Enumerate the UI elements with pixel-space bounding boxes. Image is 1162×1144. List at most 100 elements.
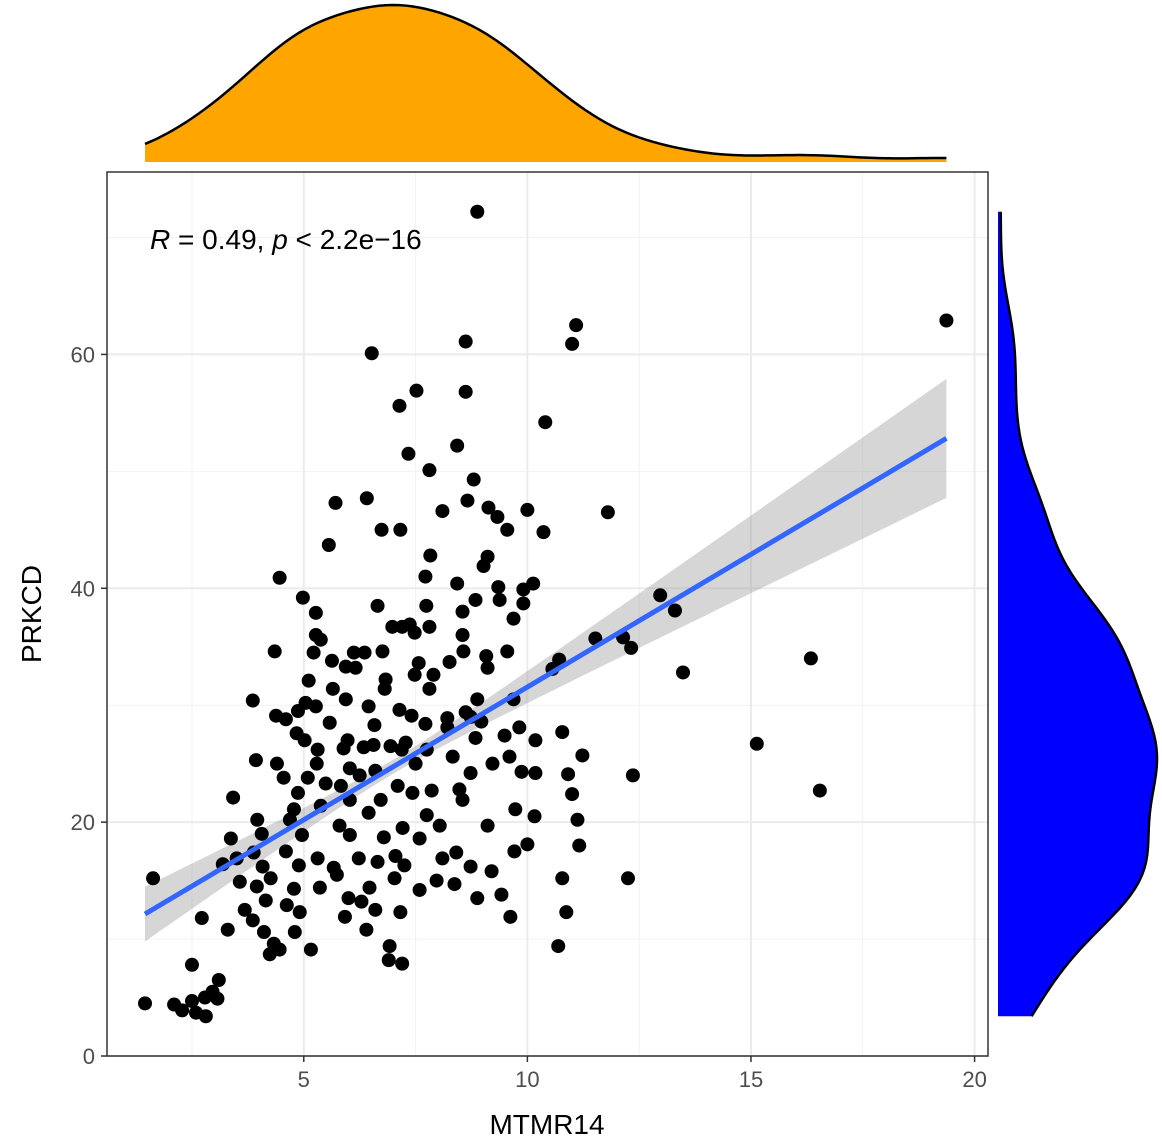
data-point [291,858,306,873]
data-point [211,972,226,987]
data-point [463,766,478,781]
data-point [357,645,372,660]
data-point [297,733,312,748]
data-point [463,859,478,874]
y-axis-title: PRKCD [16,565,47,663]
data-point [359,922,374,937]
data-point [572,838,587,853]
data-point [600,505,615,520]
r-value: = 0.49, [170,224,272,255]
data-point [263,871,278,886]
data-point [351,851,366,866]
data-point [480,818,495,833]
data-point [276,770,291,785]
data-point [232,874,247,889]
data-point [245,693,260,708]
data-point [310,851,325,866]
data-point [332,818,347,833]
data-point [301,673,316,688]
data-point [526,576,541,591]
data-point [624,640,639,655]
data-point [313,632,328,647]
data-point [538,415,553,430]
data-point [175,1003,190,1018]
data-point [569,318,584,333]
data-point [559,905,574,920]
data-point [354,894,369,909]
data-point [520,502,535,517]
x-tick-label: 5 [298,1067,310,1092]
data-point [494,887,509,902]
data-point [226,790,241,805]
data-point [381,953,396,968]
x-marginal-density [144,3,947,162]
data-point [653,588,668,603]
data-point [377,681,392,696]
data-point [408,756,423,771]
data-point [480,660,495,675]
x-density-fill [145,5,947,162]
data-point [184,957,199,972]
fit-line-layer [143,436,948,917]
data-point [423,548,438,563]
data-point [491,580,506,595]
y-tick-label: 40 [71,576,95,601]
data-point [455,604,470,619]
data-point [490,509,505,524]
data-point [370,598,385,613]
data-point [387,871,402,886]
y-density-outline [999,211,1159,1017]
data-point [393,905,408,920]
data-point [418,569,433,584]
data-point [198,1009,213,1024]
data-point [300,770,315,785]
data-point [255,859,270,874]
points-layer [138,204,954,1024]
data-point [294,828,309,842]
data-point [508,802,523,817]
data-point [527,809,542,824]
data-point [306,645,321,660]
y-density-fill [998,211,1157,1017]
data-point [248,753,263,768]
data-point [422,681,437,696]
data-point [561,767,576,782]
data-point [290,704,305,719]
data-point [290,785,305,800]
data-point [310,742,325,757]
data-point [481,500,496,515]
data-point [303,942,318,957]
data-point [484,864,499,879]
data-point [422,463,437,478]
data-point [295,590,310,605]
data-point [449,845,464,860]
data-point [514,764,529,779]
data-point [308,605,323,620]
axis-ticks: 5 10 15 20 0 20 40 60 [71,342,987,1092]
data-point [426,667,441,682]
data-point [620,871,635,886]
data-point [146,871,161,886]
x-tick-label: 15 [739,1067,763,1092]
data-point [383,739,398,754]
data-point [450,438,465,453]
data-point [267,644,282,659]
data-point [138,996,153,1011]
data-point [352,768,367,783]
data-point [516,596,531,611]
data-point [184,994,199,1009]
data-point [502,749,517,764]
data-point [470,204,485,219]
data-point [442,654,457,669]
y-tick-label: 60 [71,342,95,367]
data-point [476,559,491,574]
data-point [245,913,260,928]
data-point [390,778,405,793]
data-point [346,645,361,660]
data-point [250,812,265,827]
data-point [485,756,500,771]
plot-border [106,171,989,1057]
data-point [324,653,339,668]
data-point [418,716,433,731]
data-point [329,867,344,882]
